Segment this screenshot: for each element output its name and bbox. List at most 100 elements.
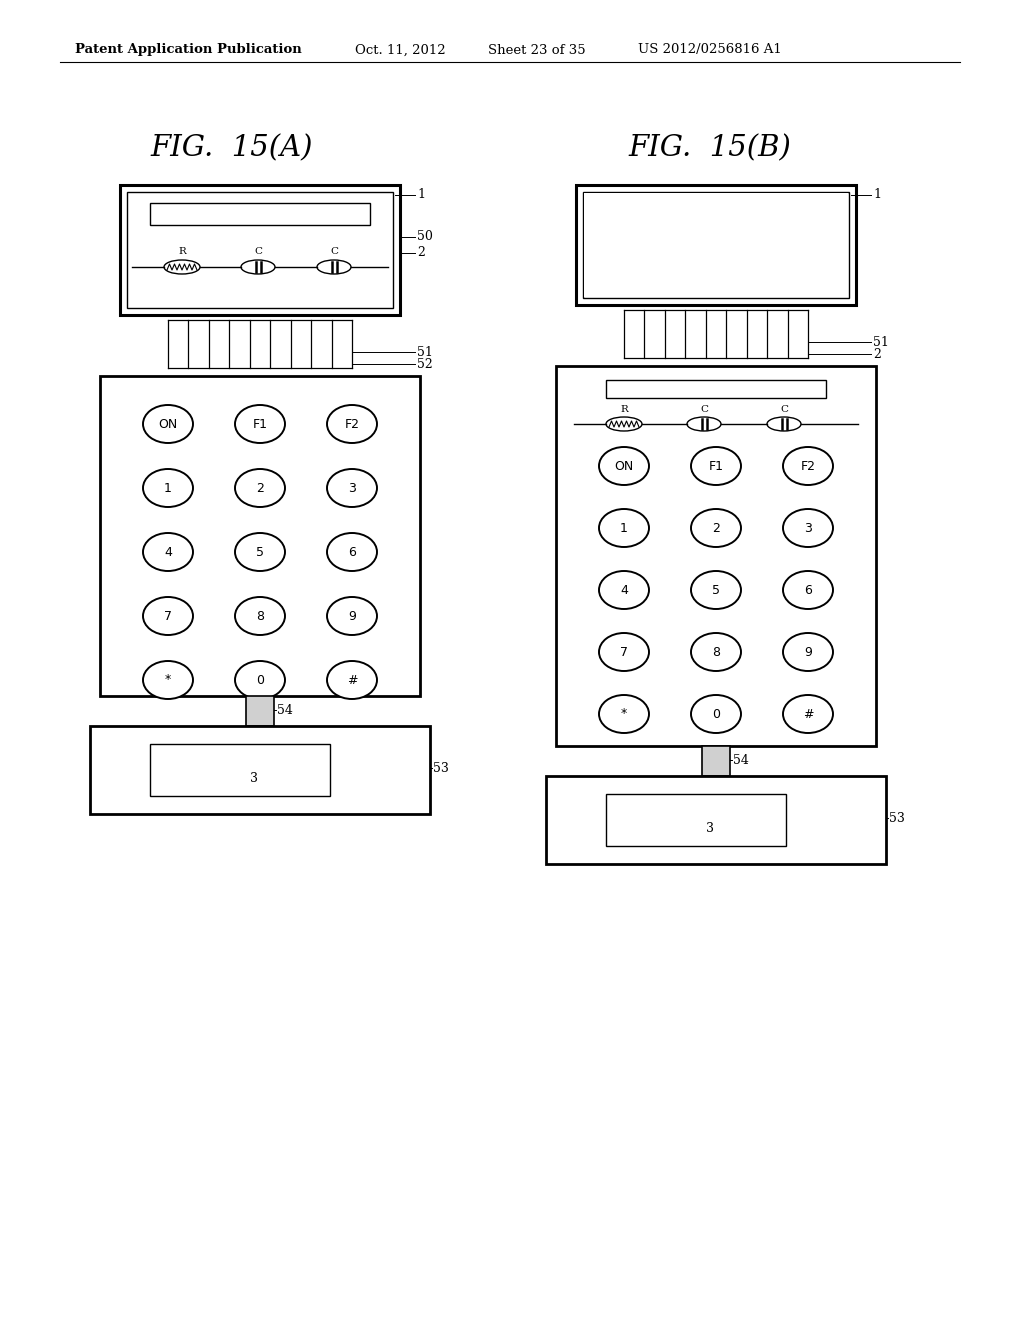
Text: 2: 2 [873, 347, 881, 360]
Ellipse shape [234, 661, 285, 700]
Ellipse shape [234, 597, 285, 635]
Text: #: # [347, 673, 357, 686]
Text: *: * [621, 708, 627, 721]
Ellipse shape [234, 469, 285, 507]
Text: Oct. 11, 2012: Oct. 11, 2012 [355, 44, 445, 57]
Bar [575, 185, 856, 305]
Bar [150, 744, 330, 796]
Text: *: * [165, 673, 171, 686]
Bar [606, 380, 826, 399]
Bar [583, 191, 849, 298]
Ellipse shape [691, 696, 741, 733]
Text: 53: 53 [433, 762, 449, 775]
Bar [606, 795, 786, 846]
Bar [127, 191, 393, 308]
Text: 1: 1 [873, 189, 881, 202]
Text: Sheet 23 of 35: Sheet 23 of 35 [488, 44, 586, 57]
Ellipse shape [691, 510, 741, 546]
Ellipse shape [327, 597, 377, 635]
Ellipse shape [691, 572, 741, 609]
Text: 52: 52 [417, 358, 433, 371]
Text: R: R [178, 248, 186, 256]
Text: R: R [621, 405, 628, 414]
Ellipse shape [783, 447, 833, 484]
Ellipse shape [783, 510, 833, 546]
Ellipse shape [143, 533, 193, 572]
Ellipse shape [327, 533, 377, 572]
Text: 9: 9 [804, 645, 812, 659]
Text: F2: F2 [801, 459, 815, 473]
Text: 50: 50 [417, 231, 433, 243]
Bar [702, 746, 730, 776]
Text: 53: 53 [889, 812, 905, 825]
Ellipse shape [234, 405, 285, 444]
Bar [120, 185, 400, 315]
Text: C: C [254, 248, 262, 256]
Text: 8: 8 [256, 610, 264, 623]
Ellipse shape [234, 533, 285, 572]
Ellipse shape [599, 510, 649, 546]
Bar [546, 776, 886, 865]
Text: ON: ON [159, 417, 177, 430]
Bar [100, 376, 420, 696]
Bar [90, 726, 430, 814]
Ellipse shape [143, 597, 193, 635]
Ellipse shape [143, 661, 193, 700]
Text: F1: F1 [709, 459, 724, 473]
Ellipse shape [327, 661, 377, 700]
Ellipse shape [327, 469, 377, 507]
Bar [150, 203, 370, 224]
Bar [556, 366, 876, 746]
Ellipse shape [327, 405, 377, 444]
Text: 6: 6 [348, 545, 356, 558]
Text: US 2012/0256816 A1: US 2012/0256816 A1 [638, 44, 781, 57]
Text: 8: 8 [712, 645, 720, 659]
Text: FIG.  15(A): FIG. 15(A) [151, 135, 313, 162]
Text: C: C [330, 248, 338, 256]
Ellipse shape [143, 405, 193, 444]
Text: 3: 3 [706, 821, 714, 834]
Text: 3: 3 [250, 771, 258, 784]
Text: 4: 4 [621, 583, 628, 597]
Text: 1: 1 [164, 482, 172, 495]
Text: F2: F2 [344, 417, 359, 430]
Text: 51: 51 [417, 346, 433, 359]
Text: 5: 5 [712, 583, 720, 597]
Ellipse shape [783, 572, 833, 609]
Ellipse shape [599, 696, 649, 733]
Text: F1: F1 [253, 417, 267, 430]
Text: 9: 9 [348, 610, 356, 623]
Text: 7: 7 [620, 645, 628, 659]
Text: FIG.  15(B): FIG. 15(B) [629, 135, 792, 162]
Text: #: # [803, 708, 813, 721]
Text: 54: 54 [278, 704, 293, 717]
Ellipse shape [783, 696, 833, 733]
Text: 2: 2 [417, 247, 425, 260]
Text: Patent Application Publication: Patent Application Publication [75, 44, 302, 57]
Text: 5: 5 [256, 545, 264, 558]
Text: 2: 2 [712, 521, 720, 535]
Text: 7: 7 [164, 610, 172, 623]
Ellipse shape [691, 447, 741, 484]
Text: 2: 2 [256, 482, 264, 495]
Text: ON: ON [614, 459, 634, 473]
Text: 4: 4 [164, 545, 172, 558]
Text: 3: 3 [804, 521, 812, 535]
Ellipse shape [599, 572, 649, 609]
Ellipse shape [599, 634, 649, 671]
Text: 1: 1 [417, 189, 425, 202]
Text: C: C [780, 405, 788, 414]
Ellipse shape [783, 634, 833, 671]
Bar [246, 696, 274, 726]
Ellipse shape [599, 447, 649, 484]
Bar [584, 193, 848, 297]
Ellipse shape [691, 634, 741, 671]
Text: 1: 1 [621, 521, 628, 535]
Text: 3: 3 [348, 482, 356, 495]
Text: 0: 0 [256, 673, 264, 686]
Text: 0: 0 [712, 708, 720, 721]
Text: 54: 54 [733, 754, 749, 767]
Text: 51: 51 [873, 335, 889, 348]
Text: 6: 6 [804, 583, 812, 597]
Ellipse shape [143, 469, 193, 507]
